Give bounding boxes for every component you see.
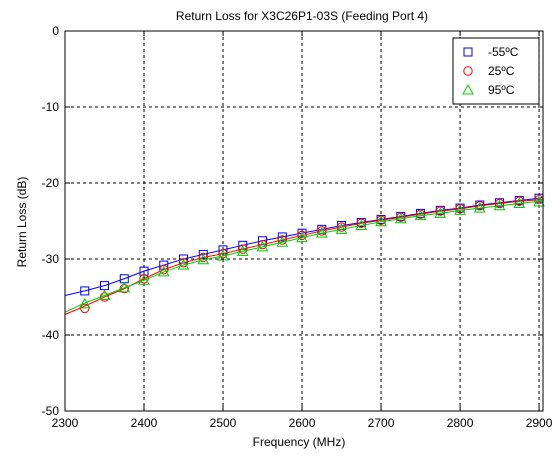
- data-point: [78, 297, 91, 309]
- plot-frame: [64, 30, 544, 412]
- x-tick-labels: 2300 2400 2500 2600 2700 2800 2900: [52, 416, 553, 430]
- data-point: [414, 209, 427, 221]
- data-point: [277, 232, 287, 242]
- data-point: [98, 289, 111, 300]
- data-point: [317, 226, 327, 236]
- data-point: [493, 199, 506, 211]
- legend-label: 95ºC: [488, 83, 515, 97]
- grid: [65, 31, 543, 411]
- series-line: [64, 198, 544, 315]
- legend-marker: [463, 47, 473, 57]
- data-point: [177, 259, 190, 270]
- y-axis-title: Return Loss (dB): [15, 177, 29, 268]
- legend-box: [452, 37, 540, 105]
- data-point: [533, 195, 545, 207]
- data-point: [356, 218, 366, 228]
- data-point: [315, 227, 328, 238]
- data-point: [355, 219, 368, 231]
- data-point: [80, 286, 90, 296]
- legend-item: 95ºC: [462, 83, 515, 97]
- x-tick-label: 2600: [289, 416, 316, 430]
- y-tick-label: 0: [52, 24, 59, 38]
- x-tick-label: 2400: [131, 416, 158, 430]
- data-point: [394, 212, 407, 224]
- data-point: [159, 260, 169, 270]
- data-point: [296, 231, 308, 243]
- data-point: [157, 265, 170, 277]
- ticks: [64, 30, 543, 412]
- data-point: [336, 222, 347, 232]
- data-point: [276, 236, 289, 247]
- data-point: [434, 207, 447, 218]
- legend-marker: [463, 66, 473, 76]
- data-point: [514, 196, 524, 206]
- legend: -55ºC 25ºC 95ºC: [452, 37, 540, 105]
- data-point: [198, 252, 208, 263]
- data-point: [217, 249, 229, 261]
- data-point: [297, 230, 307, 241]
- data-point: [257, 239, 268, 250]
- x-axis-title: Frequency (MHz): [253, 435, 346, 449]
- chart-title: Return Loss for X3C26P1-03S (Feeding Por…: [176, 9, 428, 23]
- legend-item: -55ºC: [463, 45, 519, 59]
- data-point: [435, 206, 445, 216]
- data-point: [256, 240, 269, 252]
- data-point: [513, 197, 526, 209]
- data-point: [119, 283, 129, 294]
- data-point: [238, 244, 248, 254]
- data-point: [375, 215, 387, 227]
- series-1: [64, 195, 544, 315]
- x-tick-label: 2900: [526, 416, 553, 430]
- x-tick-label: 2300: [52, 416, 79, 430]
- legend-label: 25ºC: [488, 64, 515, 78]
- legend-item: 25ºC: [463, 64, 515, 78]
- data-point: [198, 249, 208, 259]
- data-point: [80, 303, 90, 314]
- x-tick-label: 2700: [368, 416, 395, 430]
- legend-label: -55ºC: [488, 45, 519, 59]
- y-tick-label: -10: [42, 100, 60, 114]
- data-point: [475, 201, 485, 211]
- data-point: [138, 274, 150, 285]
- y-tick-label: -20: [42, 176, 60, 190]
- data-point: [118, 281, 131, 293]
- series-layer: [64, 193, 545, 315]
- legend-marker: [462, 83, 474, 95]
- data-point: [197, 253, 210, 265]
- x-tick-label: 2800: [447, 416, 474, 430]
- y-tick-label: -40: [42, 328, 60, 342]
- data-point: [473, 202, 486, 213]
- x-tick-label: 2500: [210, 416, 237, 430]
- data-point: [494, 198, 505, 209]
- y-tick-label: -30: [42, 252, 60, 266]
- data-point: [335, 223, 348, 234]
- y-tick-labels: 0 -10 -20 -30 -40 -50: [42, 24, 60, 418]
- data-point: [454, 204, 466, 215]
- data-point: [236, 245, 249, 256]
- y-tick-label: -50: [42, 404, 60, 418]
- data-point: [159, 264, 169, 275]
- series-2: [64, 195, 545, 313]
- data-point: [178, 258, 189, 268]
- data-point: [277, 235, 287, 245]
- data-point: [218, 248, 228, 259]
- series-line: [64, 196, 544, 296]
